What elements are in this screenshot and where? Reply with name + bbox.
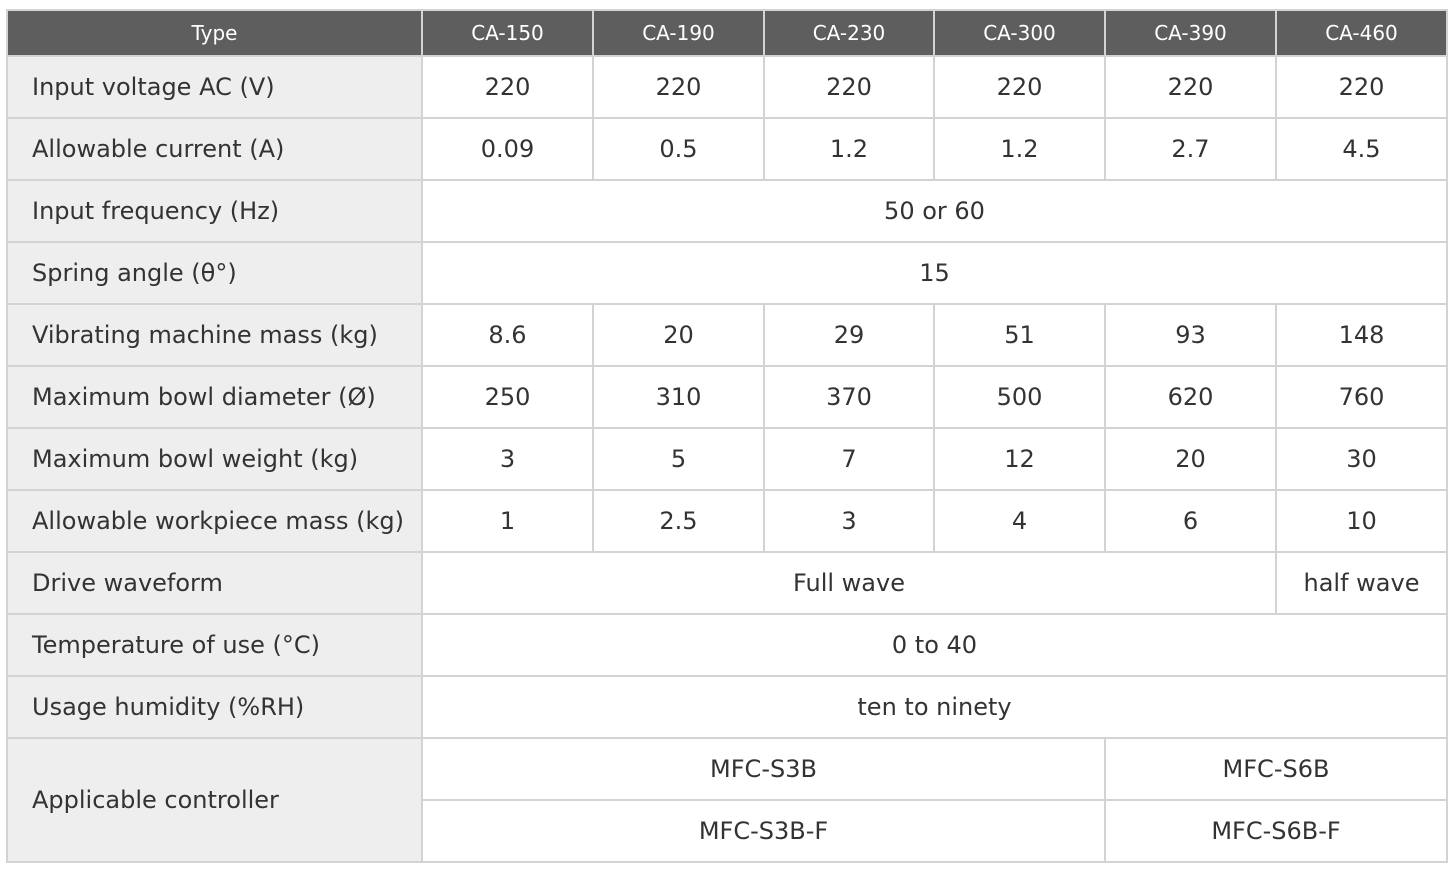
row-label: Maximum bowl diameter (Ø) xyxy=(6,365,423,429)
cell: 220 xyxy=(421,55,594,119)
row-label: Input voltage AC (V) xyxy=(6,55,423,119)
cell: 620 xyxy=(1104,365,1277,429)
header-ca-190: CA-190 xyxy=(592,9,765,57)
row-label: Spring angle (θ°) xyxy=(6,241,423,305)
cell: 220 xyxy=(763,55,935,119)
row-label: Applicable controller xyxy=(6,737,423,863)
cell: 30 xyxy=(1275,427,1448,491)
cell-half-wave: half wave xyxy=(1275,551,1448,615)
cell-merged: 50 or 60 xyxy=(421,179,1448,243)
cell: 220 xyxy=(933,55,1106,119)
cell: 2.7 xyxy=(1104,117,1277,181)
cell-full-wave: Full wave xyxy=(421,551,1277,615)
row-spring-angle: Spring angle (θ°) 15 xyxy=(6,241,1448,305)
cell-controller-s6b-f: MFC-S6B-F xyxy=(1104,799,1448,863)
cell-merged: 15 xyxy=(421,241,1448,305)
cell: 1.2 xyxy=(933,117,1106,181)
header-ca-230: CA-230 xyxy=(763,9,935,57)
cell: 220 xyxy=(592,55,765,119)
row-temperature: Temperature of use (°C) 0 to 40 xyxy=(6,613,1448,677)
cell: 4 xyxy=(933,489,1106,553)
cell: 2.5 xyxy=(592,489,765,553)
row-controller-2: MFC-S3B-F MFC-S6B-F xyxy=(7,799,1448,863)
cell: 10 xyxy=(1275,489,1448,553)
row-machine-mass: Vibrating machine mass (kg) 8.6 20 29 51… xyxy=(6,303,1448,367)
cell: 29 xyxy=(763,303,935,367)
row-input-voltage: Input voltage AC (V) 220 220 220 220 220… xyxy=(6,55,1448,119)
cell: 500 xyxy=(933,365,1106,429)
header-ca-300: CA-300 xyxy=(933,9,1106,57)
cell: 250 xyxy=(421,365,594,429)
row-workpiece-mass: Allowable workpiece mass (kg) 1 2.5 3 4 … xyxy=(6,489,1448,553)
row-label: Allowable current (A) xyxy=(6,117,423,181)
row-label: Vibrating machine mass (kg) xyxy=(6,303,423,367)
row-label: Input frequency (Hz) xyxy=(6,179,423,243)
spec-table: Type CA-150 CA-190 CA-230 CA-300 CA-390 … xyxy=(6,9,1448,863)
cell: 12 xyxy=(933,427,1106,491)
row-label: Maximum bowl weight (kg) xyxy=(6,427,423,491)
row-controller-1: Applicable controller MFC-S3B MFC-S6B xyxy=(6,737,1448,863)
cell: 5 xyxy=(592,427,765,491)
cell: 7 xyxy=(763,427,935,491)
header-ca-390: CA-390 xyxy=(1104,9,1277,57)
cell: 1.2 xyxy=(763,117,935,181)
row-drive-waveform: Drive waveform Full wave half wave xyxy=(6,551,1448,615)
cell: 370 xyxy=(763,365,935,429)
cell-merged: 0 to 40 xyxy=(421,613,1448,677)
cell: 220 xyxy=(1275,55,1448,119)
cell-controller-s3b: MFC-S3B xyxy=(421,737,1106,801)
cell: 148 xyxy=(1275,303,1448,367)
cell: 3 xyxy=(763,489,935,553)
cell: 93 xyxy=(1104,303,1277,367)
cell: 3 xyxy=(421,427,594,491)
header-ca-460: CA-460 xyxy=(1275,9,1448,57)
row-bowl-diameter: Maximum bowl diameter (Ø) 250 310 370 50… xyxy=(6,365,1448,429)
cell: 1 xyxy=(421,489,594,553)
cell: 0.09 xyxy=(421,117,594,181)
row-bowl-weight: Maximum bowl weight (kg) 3 5 7 12 20 30 xyxy=(6,427,1448,491)
row-label: Drive waveform xyxy=(6,551,423,615)
cell: 8.6 xyxy=(421,303,594,367)
header-row: Type CA-150 CA-190 CA-230 CA-300 CA-390 … xyxy=(6,9,1448,57)
cell: 4.5 xyxy=(1275,117,1448,181)
header-ca-150: CA-150 xyxy=(421,9,594,57)
row-humidity: Usage humidity (%RH) ten to ninety xyxy=(6,675,1448,739)
cell: 310 xyxy=(592,365,765,429)
header-type: Type xyxy=(6,9,423,57)
row-allowable-current: Allowable current (A) 0.09 0.5 1.2 1.2 2… xyxy=(6,117,1448,181)
row-label: Allowable workpiece mass (kg) xyxy=(6,489,423,553)
row-input-frequency: Input frequency (Hz) 50 or 60 xyxy=(6,179,1448,243)
cell: 0.5 xyxy=(592,117,765,181)
row-label: Temperature of use (°C) xyxy=(6,613,423,677)
cell-controller-s3b-f: MFC-S3B-F xyxy=(421,799,1106,863)
cell-merged: ten to ninety xyxy=(421,675,1448,739)
cell: 20 xyxy=(1104,427,1277,491)
cell: 6 xyxy=(1104,489,1277,553)
cell: 20 xyxy=(592,303,765,367)
cell: 220 xyxy=(1104,55,1277,119)
cell: 760 xyxy=(1275,365,1448,429)
cell-controller-s6b: MFC-S6B xyxy=(1104,737,1448,801)
row-label: Usage humidity (%RH) xyxy=(6,675,423,739)
cell: 51 xyxy=(933,303,1106,367)
